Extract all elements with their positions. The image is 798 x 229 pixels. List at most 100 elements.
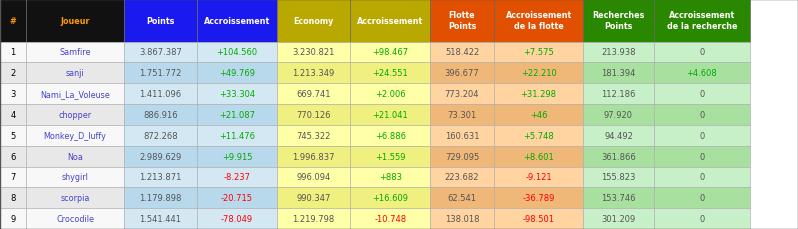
- Bar: [26, 188, 124, 208]
- Bar: [583, 146, 654, 167]
- Bar: [350, 84, 430, 105]
- Bar: [494, 208, 583, 229]
- Text: 0: 0: [699, 110, 705, 120]
- Text: 97.920: 97.920: [604, 110, 633, 120]
- Text: 7: 7: [10, 173, 16, 182]
- Bar: [654, 188, 750, 208]
- Text: 396.677: 396.677: [444, 69, 480, 78]
- Bar: [494, 167, 583, 188]
- Text: +98.467: +98.467: [372, 48, 409, 57]
- Text: 729.095: 729.095: [445, 152, 479, 161]
- Text: Monkey_D_luffy: Monkey_D_luffy: [44, 131, 106, 140]
- Bar: [124, 84, 197, 105]
- Text: 3: 3: [10, 90, 16, 99]
- Bar: [583, 105, 654, 125]
- Bar: [583, 0, 654, 42]
- Text: 223.682: 223.682: [444, 173, 480, 182]
- Bar: [430, 105, 494, 125]
- Bar: [26, 125, 124, 146]
- Bar: [0, 63, 26, 84]
- Text: +46: +46: [530, 110, 547, 120]
- Text: +21.087: +21.087: [219, 110, 255, 120]
- Bar: [124, 188, 197, 208]
- Bar: [430, 0, 494, 42]
- Bar: [26, 84, 124, 105]
- Bar: [124, 105, 197, 125]
- Text: Noa: Noa: [67, 152, 83, 161]
- Bar: [0, 0, 26, 42]
- Text: 0: 0: [699, 214, 705, 223]
- Bar: [350, 146, 430, 167]
- Text: 773.204: 773.204: [444, 90, 480, 99]
- Text: 0: 0: [699, 131, 705, 140]
- Text: 872.268: 872.268: [143, 131, 178, 140]
- Bar: [494, 188, 583, 208]
- Text: +9.915: +9.915: [222, 152, 252, 161]
- Text: 3.230.821: 3.230.821: [292, 48, 335, 57]
- Bar: [277, 208, 350, 229]
- Text: Economy: Economy: [294, 17, 334, 26]
- Bar: [277, 188, 350, 208]
- Bar: [197, 125, 277, 146]
- Text: 3.867.387: 3.867.387: [139, 48, 182, 57]
- Bar: [197, 146, 277, 167]
- Text: Accroissement
de la flotte: Accroissement de la flotte: [505, 11, 572, 31]
- Bar: [197, 84, 277, 105]
- Text: 2.989.629: 2.989.629: [140, 152, 181, 161]
- Text: +2.006: +2.006: [375, 90, 405, 99]
- Text: Joueur: Joueur: [61, 17, 89, 26]
- Text: 1.541.441: 1.541.441: [140, 214, 181, 223]
- Bar: [350, 0, 430, 42]
- Bar: [124, 208, 197, 229]
- Text: 1.411.096: 1.411.096: [140, 90, 181, 99]
- Bar: [583, 63, 654, 84]
- Text: 745.322: 745.322: [296, 131, 331, 140]
- Bar: [197, 208, 277, 229]
- Bar: [124, 167, 197, 188]
- Bar: [26, 208, 124, 229]
- Text: 153.746: 153.746: [601, 194, 636, 202]
- Bar: [277, 0, 350, 42]
- Bar: [0, 208, 26, 229]
- Text: 518.422: 518.422: [445, 48, 479, 57]
- Text: +21.041: +21.041: [373, 110, 408, 120]
- Bar: [430, 167, 494, 188]
- Text: 0: 0: [699, 48, 705, 57]
- Text: +24.551: +24.551: [373, 69, 408, 78]
- Bar: [583, 167, 654, 188]
- Text: +31.298: +31.298: [520, 90, 557, 99]
- Bar: [583, 188, 654, 208]
- Bar: [494, 105, 583, 125]
- Text: +49.769: +49.769: [219, 69, 255, 78]
- Text: 4: 4: [10, 110, 16, 120]
- Bar: [197, 105, 277, 125]
- Text: #: #: [10, 17, 17, 26]
- Text: 361.866: 361.866: [601, 152, 636, 161]
- Bar: [0, 146, 26, 167]
- Bar: [583, 125, 654, 146]
- Text: 1.179.898: 1.179.898: [139, 194, 182, 202]
- Text: 1.996.837: 1.996.837: [292, 152, 335, 161]
- Bar: [277, 167, 350, 188]
- Bar: [197, 63, 277, 84]
- Bar: [0, 42, 26, 63]
- Text: shygirl: shygirl: [61, 173, 89, 182]
- Bar: [0, 125, 26, 146]
- Bar: [124, 63, 197, 84]
- Text: +104.560: +104.560: [216, 48, 258, 57]
- Text: 0: 0: [699, 173, 705, 182]
- Bar: [124, 146, 197, 167]
- Bar: [26, 105, 124, 125]
- Text: 0: 0: [699, 90, 705, 99]
- Text: Crocodile: Crocodile: [56, 214, 94, 223]
- Bar: [277, 105, 350, 125]
- Text: +16.609: +16.609: [372, 194, 409, 202]
- Bar: [654, 42, 750, 63]
- Text: +7.575: +7.575: [523, 48, 554, 57]
- Text: Accroissement: Accroissement: [357, 17, 424, 26]
- Bar: [494, 125, 583, 146]
- Text: 8: 8: [10, 194, 16, 202]
- Bar: [197, 42, 277, 63]
- Bar: [350, 208, 430, 229]
- Text: +8.601: +8.601: [523, 152, 554, 161]
